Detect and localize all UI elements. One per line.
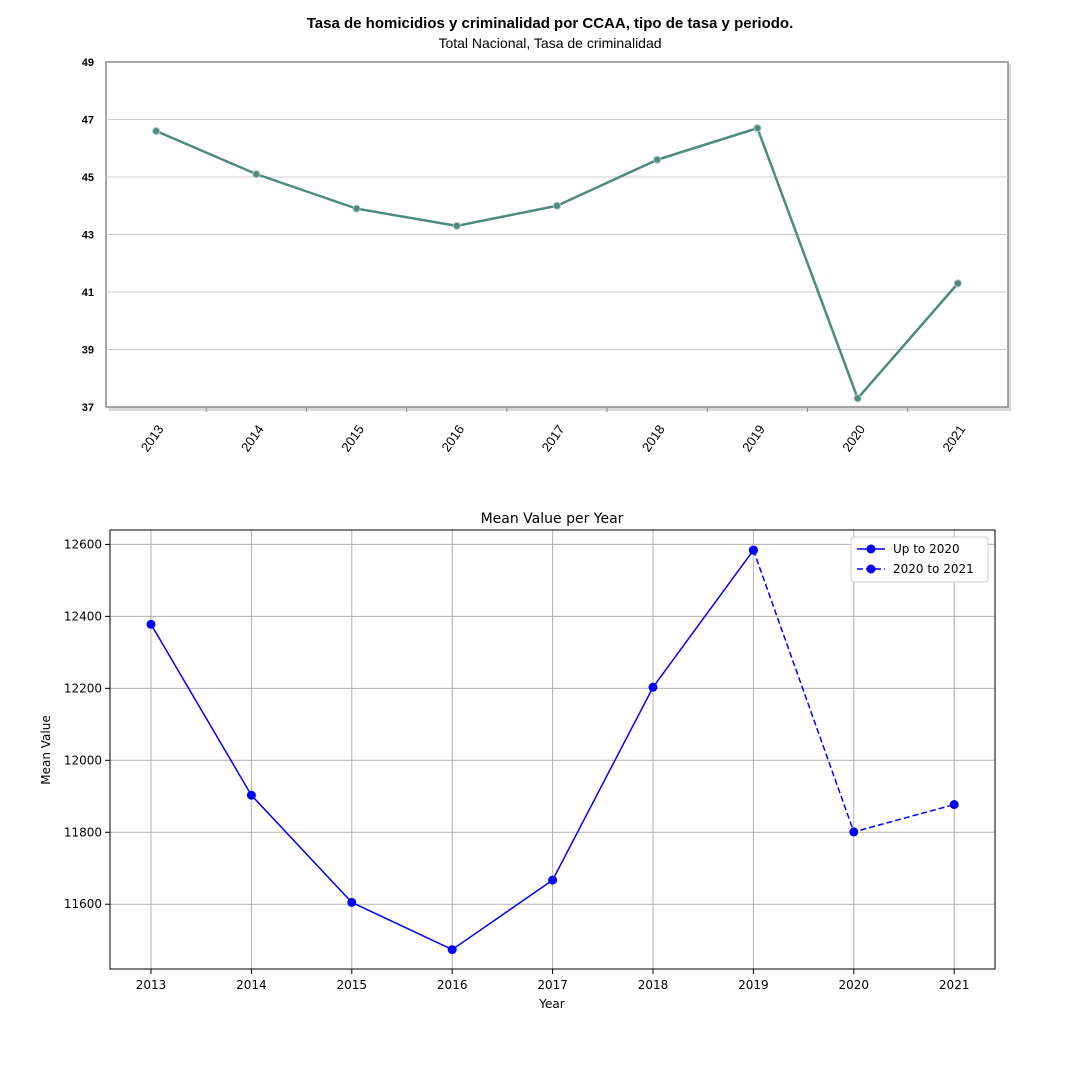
bottom-data-point [949, 800, 959, 810]
top-data-point [553, 201, 561, 210]
top-x-tick-label: 2017 [539, 422, 568, 454]
top-y-tick-label: 41 [82, 287, 94, 299]
top-x-tick-labels: 2013 2014 2015 2016 2017 2018 2019 2020 2021 [138, 407, 968, 454]
top-x-tick-label: 2020 [839, 422, 868, 454]
bottom-x-tick-label: 2014 [236, 978, 267, 992]
top-x-tick-label: 2018 [639, 422, 668, 454]
top-y-tick-labels: 37 39 41 43 45 47 49 [82, 57, 94, 414]
bottom-chart: Mean Value per Year 11600 11800 12000 12200… [39, 511, 996, 1011]
top-data-point [252, 170, 261, 179]
bottom-y-tick-labels: 11600 11800 12000 12200 12400 12600 [64, 537, 110, 911]
bottom-data-point [748, 545, 758, 555]
top-data-point [452, 221, 461, 230]
top-y-tick-label: 39 [82, 345, 94, 357]
bottom-data-point [447, 945, 457, 955]
bottom-legend: Up to 2020 2020 to 2021 [850, 536, 989, 583]
bottom-x-axis-label: Year [538, 997, 564, 1011]
bottom-x-tick-labels: 2013 2014 2015 2016 2017 2018 2019 2020 2021 [136, 969, 970, 992]
bottom-x-tick-label: 2021 [939, 978, 970, 992]
top-chart-title: Tasa de homicidios y criminalidad por CC… [307, 15, 793, 32]
bottom-gridlines [110, 530, 995, 969]
bottom-data-point [347, 897, 357, 907]
bottom-y-tick-label: 12600 [64, 537, 102, 551]
bottom-y-tick-label: 12000 [64, 753, 102, 767]
bottom-y-axis-label: Mean Value [39, 715, 53, 784]
top-x-tick-label: 2019 [739, 422, 768, 454]
top-data-point [653, 155, 662, 164]
legend-box [850, 536, 989, 583]
bottom-x-tick-label: 2018 [638, 978, 669, 992]
legend-label-up-to-2020: Up to 2020 [893, 542, 960, 556]
top-x-tick-label: 2016 [438, 422, 467, 454]
bottom-x-tick-label: 2019 [738, 978, 769, 992]
legend-label-2020-to-2021: 2020 to 2021 [893, 562, 974, 576]
bottom-y-tick-label: 12400 [64, 609, 102, 623]
bottom-series [146, 545, 959, 955]
bottom-y-tick-label: 12200 [64, 681, 102, 695]
bottom-y-tick-label: 11800 [64, 825, 102, 839]
top-series [152, 124, 962, 403]
top-y-tick-label: 45 [82, 172, 94, 184]
bottom-y-tick-label: 11600 [64, 897, 102, 911]
bottom-x-tick-label: 2015 [337, 978, 368, 992]
bottom-x-tick-label: 2013 [136, 978, 167, 992]
bottom-data-point [648, 682, 658, 692]
top-chart: Tasa de homicidios y criminalidad por CC… [82, 15, 1011, 454]
bottom-data-point [548, 875, 558, 885]
bottom-x-tick-label: 2017 [537, 978, 568, 992]
legend-marker-dashed [866, 564, 876, 574]
top-data-point [853, 394, 862, 403]
top-y-tick-label: 43 [82, 230, 94, 242]
top-data-point [953, 279, 962, 288]
bottom-x-tick-label: 2020 [839, 978, 870, 992]
bottom-x-tick-label: 2016 [437, 978, 468, 992]
bottom-data-point [146, 619, 156, 629]
top-chart-subtitle: Total Nacional, Tasa de criminalidad [438, 35, 661, 51]
top-gridlines [106, 119, 1008, 350]
bottom-data-point [849, 827, 859, 837]
top-x-tick-label: 2013 [138, 422, 167, 454]
top-data-point [152, 127, 161, 135]
bottom-data-point [246, 790, 256, 800]
top-y-tick-label: 37 [82, 402, 94, 414]
top-x-tick-label: 2021 [939, 422, 968, 454]
top-x-tick-label: 2015 [338, 422, 367, 454]
top-y-tick-label: 49 [82, 57, 94, 69]
top-y-tick-label: 47 [82, 115, 94, 127]
top-x-tick-label: 2014 [238, 422, 267, 454]
top-data-point [753, 124, 762, 133]
top-data-point [352, 204, 361, 213]
bottom-chart-title: Mean Value per Year [481, 511, 624, 527]
legend-marker-solid [866, 544, 876, 554]
